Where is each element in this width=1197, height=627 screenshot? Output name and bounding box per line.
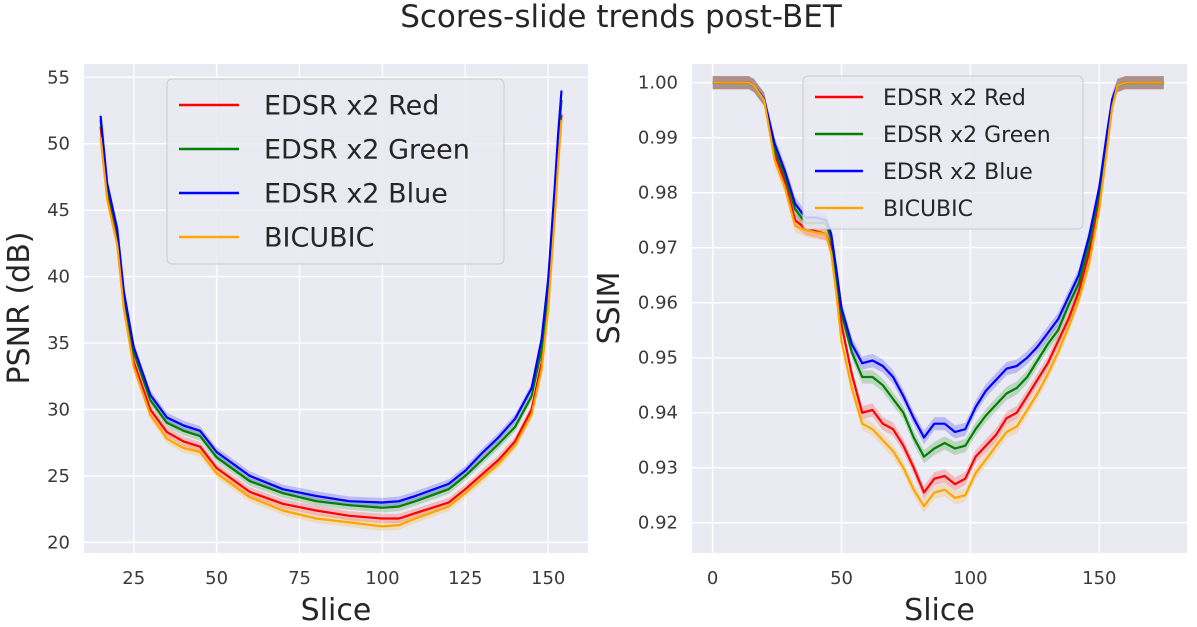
psnr-y-tick-label: 45 — [47, 200, 70, 221]
ssim-legend: EDSR x2 Red EDSR x2 Green EDSR x2 Blue BICU… — [802, 75, 1084, 230]
psnr-y-axis-label: PSNR (dB) — [2, 232, 37, 385]
ssim-y-tick-label: 1.00 — [638, 73, 678, 94]
ssim-legend-label-1: EDSR x2 Green — [883, 123, 1051, 148]
psnr-series-line-2 — [99, 90, 563, 504]
ssim-x-tick-label: 150 — [1082, 568, 1116, 589]
psnr-y-tick-label: 50 — [47, 134, 70, 155]
psnr-y-tick-label: 25 — [47, 466, 70, 487]
ssim-x-tick-label: 50 — [830, 568, 853, 589]
figure-suptitle: Scores-slide trends post-BET — [400, 0, 843, 35]
psnr-x-tick-label: 75 — [288, 568, 311, 589]
psnr-legend: EDSR x2 Red EDSR x2 Green EDSR x2 Blue BICU… — [166, 78, 505, 265]
ssim-y-tick-label: 0.92 — [638, 513, 678, 534]
ssim-legend-label-0: EDSR x2 Red — [883, 86, 1026, 111]
ssim-y-tick-label: 0.99 — [638, 128, 678, 149]
psnr-y-tick-label: 55 — [47, 67, 70, 88]
ssim-y-tick-label: 0.96 — [638, 293, 678, 314]
ssim-chart: 0 50 100 150 0.92 0.93 0.94 0.95 0.96 0.97 0.98 0.9… — [592, 64, 1187, 627]
psnr-x-tick-label: 25 — [122, 568, 145, 589]
ssim-y-tick-label: 0.98 — [638, 183, 678, 204]
ssim-y-tick-label: 0.95 — [638, 348, 678, 369]
ssim-series-line-3 — [712, 81, 1164, 508]
ssim-legend-frame — [802, 75, 1084, 230]
psnr-y-tick-label: 35 — [47, 333, 70, 354]
ssim-y-tick-label: 0.97 — [638, 238, 678, 259]
psnr-y-tick-label: 40 — [47, 267, 70, 288]
psnr-series-line-0 — [99, 114, 563, 520]
psnr-series-line-1 — [99, 99, 563, 509]
ssim-legend-label-2: EDSR x2 Blue — [883, 160, 1033, 185]
psnr-y-tick-label: 20 — [47, 532, 70, 553]
ssim-y-axis-label: SSIM — [592, 272, 627, 345]
ssim-x-tick-label: 0 — [707, 568, 718, 589]
ssim-legend-label-3: BICUBIC — [883, 197, 973, 222]
psnr-legend-label-3: BICUBIC — [264, 223, 374, 254]
psnr-y-tick-label: 30 — [47, 399, 70, 420]
psnr-legend-frame — [166, 78, 505, 265]
psnr-legend-label-1: EDSR x2 Green — [264, 135, 470, 166]
ssim-x-tick-label: 100 — [953, 568, 987, 589]
psnr-legend-label-2: EDSR x2 Blue — [264, 179, 448, 210]
ssim-y-tick-label: 0.94 — [638, 403, 678, 424]
psnr-x-tick-label: 150 — [531, 568, 565, 589]
ssim-x-axis-label: Slice — [904, 593, 975, 627]
psnr-series-line-3 — [99, 119, 563, 528]
psnr-x-tick-label: 125 — [448, 568, 482, 589]
psnr-x-axis-label: Slice — [301, 593, 372, 627]
psnr-chart: 25 50 75 100 125 150 20 25 30 35 40 45 50 55 Slice PSNR… — [2, 64, 588, 627]
ssim-y-tick-label: 0.93 — [638, 458, 678, 479]
psnr-x-tick-label: 100 — [365, 568, 399, 589]
psnr-x-tick-label: 50 — [205, 568, 228, 589]
psnr-legend-label-0: EDSR x2 Red — [264, 91, 439, 122]
